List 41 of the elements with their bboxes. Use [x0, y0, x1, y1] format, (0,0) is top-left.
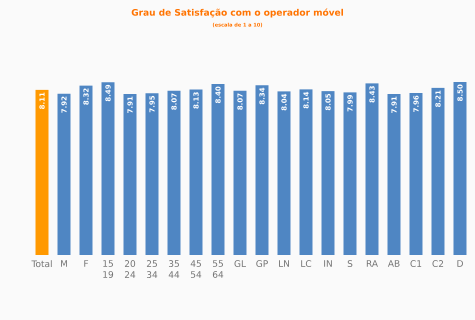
x-tick-label: 20 24 [124, 260, 136, 278]
x-tick-label: Total [31, 260, 52, 268]
x-tick-label: 15 19 [103, 260, 114, 278]
bar [321, 91, 334, 255]
bar [80, 86, 93, 255]
x-tick-label: LC [301, 260, 312, 267]
bar [431, 88, 444, 255]
bar [212, 84, 224, 255]
x-tick-label: M [61, 260, 68, 267]
chart-title: Grau de Satisfação com o operador móvel [132, 8, 344, 18]
bar [256, 85, 268, 255]
x-tick-label: GP [256, 260, 268, 267]
x-tick-label: GL [234, 260, 246, 267]
x-tick-label: RA [366, 260, 378, 267]
x-tick-label: 45 54 [190, 260, 202, 278]
bar [365, 83, 378, 255]
bar [278, 91, 290, 255]
bar [234, 90, 246, 255]
x-tick-label: 55 64 [212, 260, 224, 278]
x-tick-label: S [348, 260, 352, 267]
x-tick-label: 25 34 [146, 260, 158, 278]
bar [387, 94, 400, 255]
x-tick-label: D [457, 260, 463, 267]
x-tick-label: IN [324, 260, 332, 267]
bar [409, 92, 422, 255]
bar [168, 90, 180, 255]
bar [58, 94, 71, 255]
bar [299, 89, 312, 255]
bar [36, 90, 49, 255]
bar [102, 82, 115, 255]
bar [343, 92, 356, 255]
x-tick-label: 35 44 [168, 260, 180, 278]
bar [453, 82, 466, 255]
x-tick-label: LN [279, 260, 289, 267]
x-tick-label: C2 [432, 260, 444, 267]
x-tick-label: F [84, 260, 88, 267]
x-tick-label: C1 [410, 260, 422, 267]
bar [146, 93, 159, 255]
bar [124, 94, 137, 255]
x-tick-label: AB [388, 260, 400, 267]
bar [190, 90, 202, 255]
